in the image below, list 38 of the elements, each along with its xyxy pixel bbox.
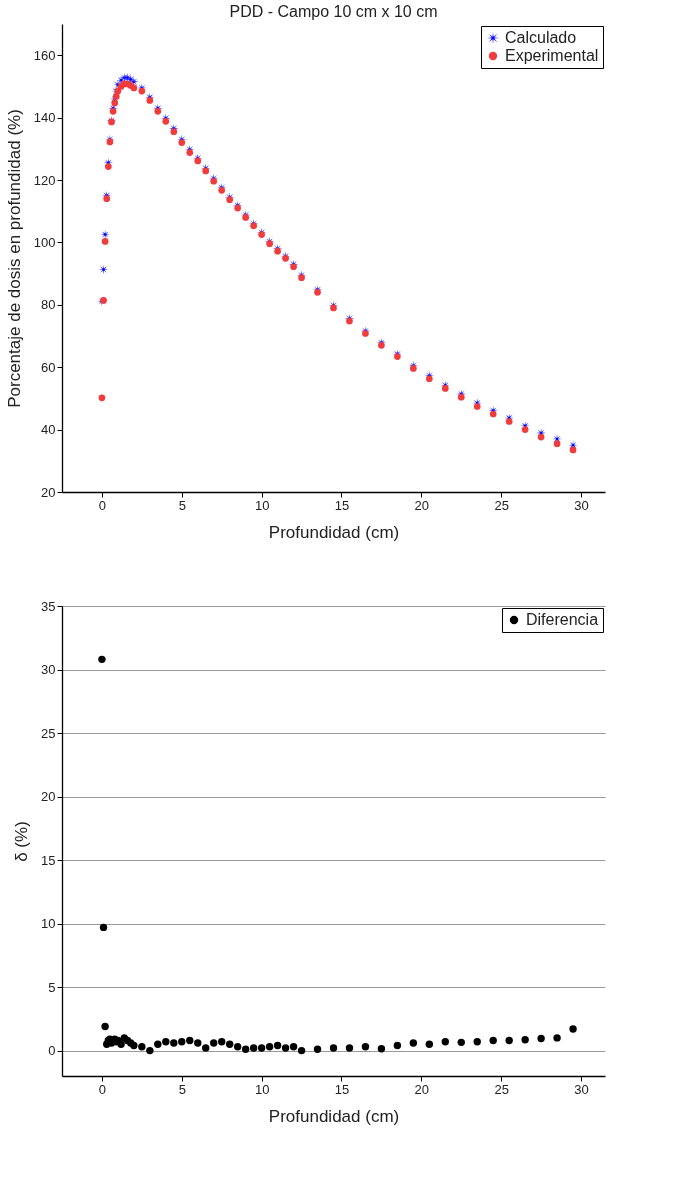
y-tick-label: 25 [41, 725, 56, 741]
x-tick-label: 20 [414, 497, 430, 513]
x-axis-title: Profundidad (cm) [268, 522, 400, 542]
legend-label: Diferencia [526, 611, 599, 628]
y-axis-title: δ (%) [12, 821, 32, 862]
y-tick-label: 15 [41, 852, 56, 868]
x-tick-label: 10 [254, 1081, 270, 1097]
y-tick-label: 120 [33, 172, 56, 188]
x-tick-label: 25 [494, 497, 509, 513]
x-tick-label: 5 [178, 497, 186, 513]
y-tick-label: 30 [41, 662, 56, 678]
x-tick-label: 0 [98, 497, 107, 513]
x-tick-label: 25 [494, 1081, 509, 1097]
x-tick-label: 30 [574, 497, 589, 513]
x-tick-label: 10 [254, 497, 270, 513]
y-tick-label: 60 [41, 359, 56, 375]
y-tick-label: 40 [41, 422, 56, 438]
legend-label: Calculado [505, 29, 577, 46]
y-tick-label: 20 [41, 484, 56, 500]
x-tick-label: 0 [98, 1081, 107, 1097]
y-tick-label: 5 [48, 979, 56, 995]
x-axis-title: Profundidad (cm) [268, 1106, 400, 1126]
y-axis-title: Porcentaje de dosis en profundidad (%) [4, 109, 24, 408]
y-tick-label: 100 [33, 234, 56, 250]
y-tick-label: 140 [33, 110, 56, 126]
y-tick-label: 0 [48, 1043, 56, 1059]
x-tick-label: 5 [178, 1081, 186, 1097]
chart-title: PDD - Campo 10 cm x 10 cm [229, 3, 438, 20]
y-tick-label: 160 [33, 47, 56, 63]
legend-label: Experimental [505, 47, 599, 64]
y-tick-label: 10 [41, 916, 56, 932]
x-tick-label: 20 [414, 1081, 430, 1097]
y-tick-label: 20 [41, 789, 56, 805]
y-tick-label: 80 [41, 297, 56, 313]
x-tick-label: 30 [574, 1081, 589, 1097]
y-tick-label: 35 [41, 598, 56, 614]
x-tick-label: 15 [334, 497, 350, 513]
x-tick-label: 15 [334, 1081, 350, 1097]
